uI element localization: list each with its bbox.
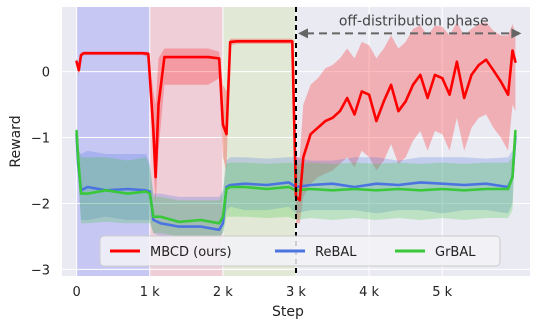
y-tick-label: 0 — [42, 66, 50, 81]
phase-region-3 — [222, 7, 296, 276]
x-tick-label: 0 — [72, 285, 80, 300]
y-axis-label: Reward — [8, 115, 24, 167]
legend-label-3: GrBAL — [435, 245, 476, 260]
annotation-arrow-head-right — [511, 28, 522, 39]
x-tick-label: 1 k — [140, 285, 160, 300]
series-line-1 — [75, 40, 517, 202]
annotation-arrow-head-left — [298, 28, 308, 39]
x-tick-label: 5 k — [432, 285, 452, 300]
series-line-3 — [75, 129, 517, 225]
annotation-label: off-distribution phase — [339, 13, 489, 29]
series-line-2 — [75, 132, 517, 232]
phase-region-2 — [149, 7, 223, 276]
x-tick-label: 3 k — [286, 285, 306, 300]
legend-label-2: ReBAL — [315, 245, 357, 260]
series-band-1 — [76, 22, 516, 224]
legend-label-1: MBCD (ours) — [150, 245, 232, 260]
y-tick-label: −2 — [31, 197, 50, 212]
y-tick-label: −3 — [31, 263, 50, 278]
phase-region-1 — [76, 7, 150, 276]
legend: MBCD (ours) ReBAL GrBAL — [99, 235, 501, 267]
x-tick-label: 4 k — [359, 285, 379, 300]
y-tick-label: −1 — [31, 132, 50, 147]
x-tick-label: 2 k — [213, 285, 233, 300]
x-axis-label: Step — [272, 304, 304, 320]
